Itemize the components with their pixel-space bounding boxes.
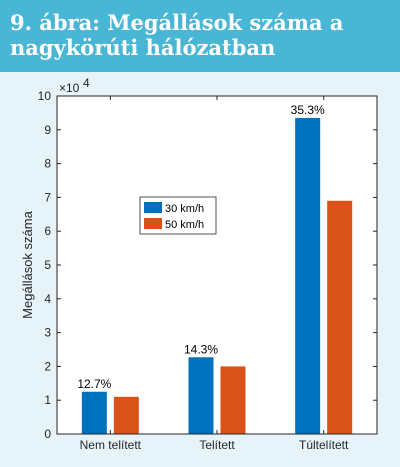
y-tick-label: 4 xyxy=(44,292,51,306)
bar xyxy=(295,117,321,434)
bar xyxy=(113,396,139,434)
y-tick-label: 3 xyxy=(44,326,51,340)
figure-header: 9. ábra: Megállások száma a nagykörúti h… xyxy=(0,0,400,72)
y-tick-label: 8 xyxy=(44,157,51,171)
data-label: 12.7% xyxy=(77,377,111,391)
y-multiplier-label: ×10 xyxy=(59,81,80,95)
y-axis-label: Megállások száma xyxy=(20,210,35,318)
legend-swatch xyxy=(144,218,162,229)
bar xyxy=(188,357,214,434)
bar xyxy=(327,200,353,434)
y-tick-label: 1 xyxy=(44,393,51,407)
data-label: 35.3% xyxy=(291,103,325,117)
figure-title: 9. ábra: Megállások száma a nagykörúti h… xyxy=(10,10,344,60)
x-tick-label: Nem telített xyxy=(80,438,142,452)
x-tick-label: Telített xyxy=(199,438,235,452)
plot-area xyxy=(57,96,377,434)
axes-box xyxy=(56,95,378,435)
legend-label: 30 km/h xyxy=(165,203,204,215)
legend-swatch xyxy=(144,202,162,213)
bar xyxy=(81,391,107,434)
legend-label: 50 km/h xyxy=(165,219,204,231)
y-tick-label: 6 xyxy=(44,224,51,238)
y-tick-label: 0 xyxy=(44,427,51,441)
y-tick-label: 2 xyxy=(44,359,51,373)
bar xyxy=(220,366,246,434)
x-tick-label: Túltelített xyxy=(299,438,349,452)
data-label: 14.3% xyxy=(184,342,218,356)
y-tick-label: 10 xyxy=(38,89,52,103)
y-tick-label: 5 xyxy=(44,258,51,272)
y-tick-label: 7 xyxy=(44,190,51,204)
y-tick-label: 9 xyxy=(44,123,51,137)
y-multiplier-exponent: 4 xyxy=(83,76,90,90)
